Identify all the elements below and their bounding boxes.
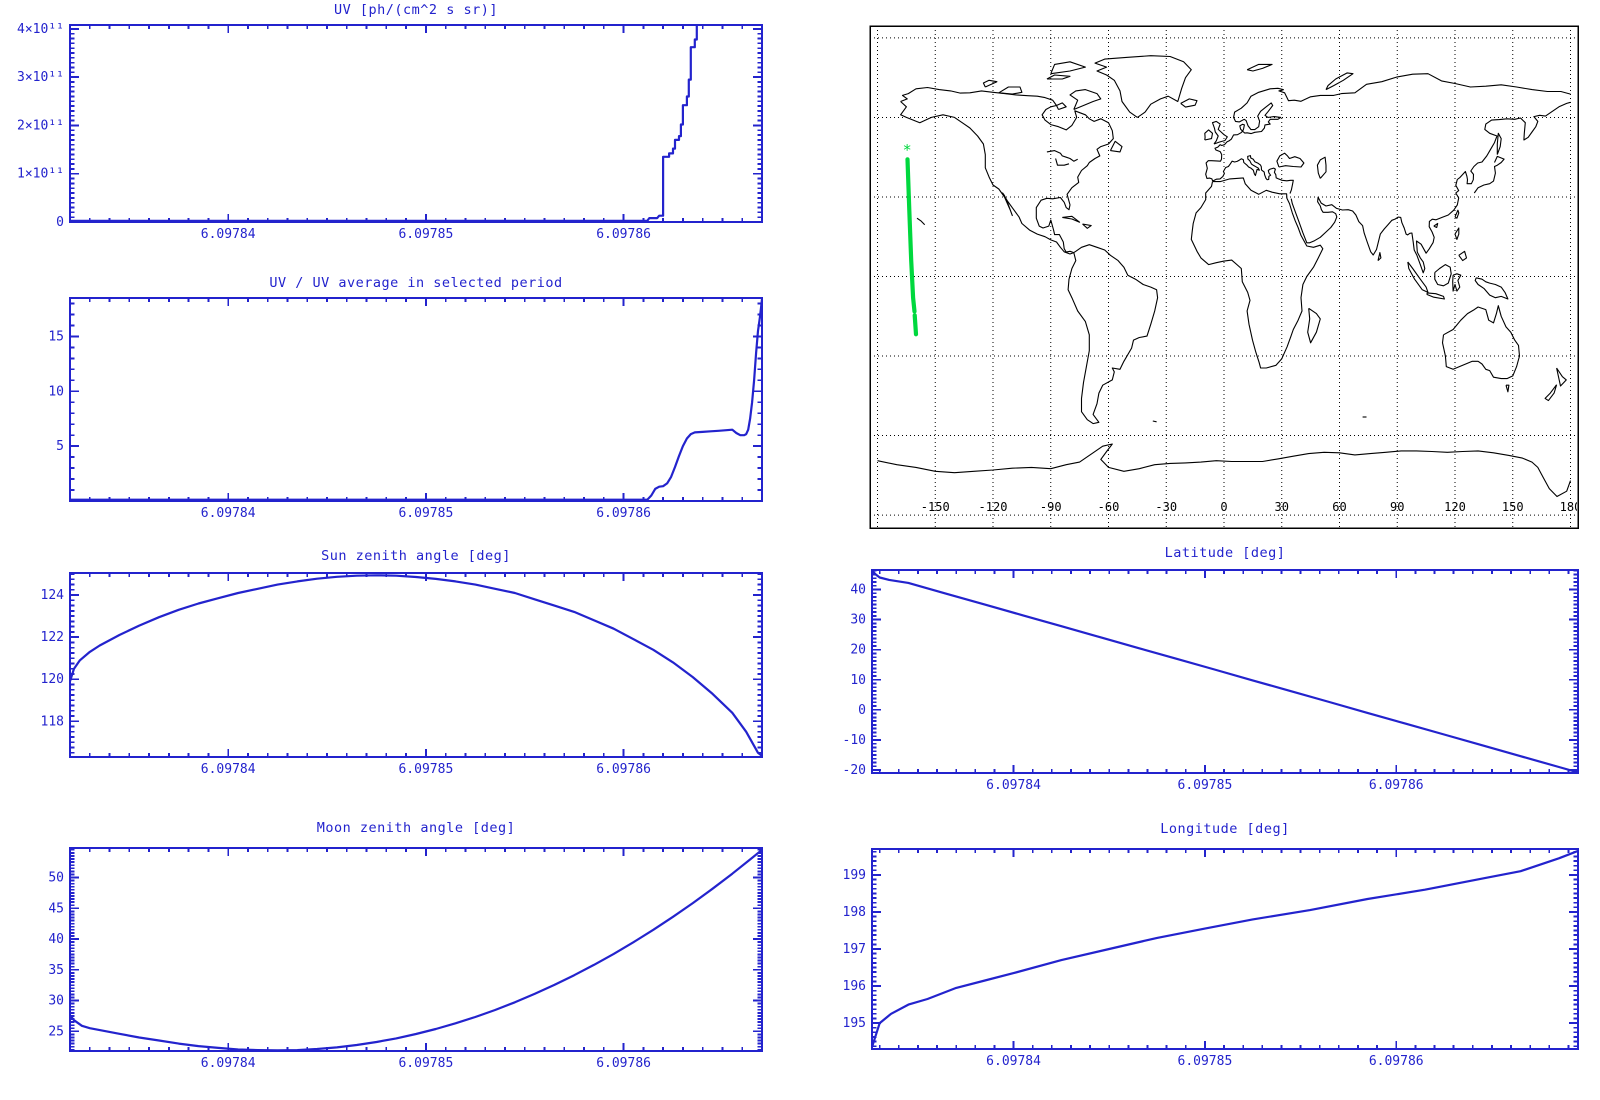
y-tick-label: 196 xyxy=(843,979,866,994)
x-tick-label: 6.09784 xyxy=(201,1056,256,1071)
map-x-tick-label: 90 xyxy=(1390,500,1404,514)
map-x-tick-label: 0 xyxy=(1220,500,1227,514)
map-x-tick-label: 60 xyxy=(1332,500,1346,514)
x-tick-label: 6.09785 xyxy=(1178,1054,1233,1069)
y-tick-label: 45 xyxy=(48,901,64,916)
map-x-labels: -150 -120 -90 -60 -30 0 30 60 90 120 150 180 xyxy=(921,500,1582,514)
y-tick-label: 1×10¹¹ xyxy=(17,167,64,182)
x-tick-label: 6.09786 xyxy=(596,1056,651,1071)
x-tick-label: 6.09784 xyxy=(201,506,256,521)
y-tick-label: -10 xyxy=(843,733,866,748)
ratio-chart-title: UV / UV average in selected period xyxy=(269,275,563,291)
series-line xyxy=(71,849,761,1050)
y-tick-label: 197 xyxy=(843,942,866,957)
map-x-tick-label: -30 xyxy=(1155,500,1177,514)
series-line xyxy=(71,574,761,756)
y-tick-label: 195 xyxy=(843,1016,866,1031)
y-tick-label: 50 xyxy=(48,871,64,886)
y-tick-label: 10 xyxy=(850,673,866,688)
y-tick-label: 40 xyxy=(850,583,866,598)
ground-track-line xyxy=(912,313,919,337)
x-tick-label: 6.09784 xyxy=(986,1054,1041,1069)
track-start-marker: * xyxy=(903,141,912,159)
y-tick-label: 10 xyxy=(48,384,64,399)
y-tick-label: 118 xyxy=(41,714,64,729)
x-tick-label: 6.09786 xyxy=(596,762,651,777)
longitude-chart-title: Longitude [deg] xyxy=(1160,821,1290,837)
y-tick-label: 122 xyxy=(41,630,64,645)
ground-track-line xyxy=(905,157,917,314)
map-x-tick-label: -120 xyxy=(979,500,1008,514)
x-tick-label: 6.09785 xyxy=(398,506,453,521)
x-tick-label: 6.09784 xyxy=(986,778,1041,793)
series-line xyxy=(873,571,1577,772)
y-tick-label: 30 xyxy=(850,613,866,628)
series-line xyxy=(873,850,1577,1048)
y-tick-label: 124 xyxy=(41,588,65,603)
map-x-tick-label: -60 xyxy=(1098,500,1120,514)
x-tick-label: 6.09786 xyxy=(1369,778,1424,793)
x-tick-label: 6.09785 xyxy=(1178,778,1233,793)
coastlines xyxy=(877,55,1572,498)
y-tick-label: 0 xyxy=(56,215,64,230)
map-x-tick-label: 30 xyxy=(1275,500,1289,514)
sun-zenith-chart-title: Sun zenith angle [deg] xyxy=(321,548,511,564)
y-tick-label: -20 xyxy=(843,763,866,778)
map-x-tick-label: 120 xyxy=(1444,500,1466,514)
map-x-tick-label: 150 xyxy=(1502,500,1524,514)
y-tick-label: 4×10¹¹ xyxy=(17,22,64,37)
y-tick-label: 120 xyxy=(41,672,64,687)
y-tick-label: 198 xyxy=(843,905,866,920)
y-tick-label: 35 xyxy=(48,963,64,978)
chart-latitude: 6.09784 6.09785 6.09786 -20 -10 0 10 20 30 40 xyxy=(843,569,1579,793)
x-tick-label: 6.09784 xyxy=(201,762,256,777)
chart-longitude: 6.09784 6.09785 6.09786 195 196 197 198 199 xyxy=(843,848,1579,1069)
y-tick-label: 3×10¹¹ xyxy=(17,70,64,85)
y-tick-label: 30 xyxy=(48,994,64,1009)
map-x-tick-label: 180 xyxy=(1560,500,1582,514)
series-line xyxy=(71,299,761,500)
x-tick-label: 6.09785 xyxy=(398,762,453,777)
latitude-chart-title: Latitude [deg] xyxy=(1164,545,1286,561)
map-frame xyxy=(869,25,1579,529)
x-tick-label: 6.09784 xyxy=(201,227,256,242)
world-map: * -150 -120 -90 -60 -30 0 30 60 90 120 150 180 xyxy=(869,25,1582,529)
map-x-tick-label: -150 xyxy=(921,500,950,514)
x-tick-label: 6.09785 xyxy=(398,1056,453,1071)
chart-moon_zenith: 6.09784 6.09785 6.09786 25 30 35 40 45 50 xyxy=(48,847,763,1071)
x-tick-label: 6.09785 xyxy=(398,227,453,242)
map-graticule xyxy=(871,27,1577,527)
chart-sun_zenith: 6.09784 6.09785 6.09786 118 120 122 124 xyxy=(41,572,763,777)
uv-chart-title: UV [ph/(cm^2 s sr)] xyxy=(334,2,498,18)
series-line xyxy=(71,26,698,221)
y-tick-label: 5 xyxy=(56,439,64,454)
chart-uv: 6.09784 6.09785 6.09786 0 1×10¹¹ 2×10¹¹ 3×10¹¹… xyxy=(17,22,763,242)
y-tick-label: 0 xyxy=(858,703,866,718)
y-tick-label: 25 xyxy=(48,1024,64,1039)
x-tick-label: 6.09786 xyxy=(596,227,651,242)
y-tick-label: 40 xyxy=(48,932,64,947)
map-x-tick-label: -90 xyxy=(1040,500,1062,514)
x-tick-label: 6.09786 xyxy=(596,506,651,521)
y-tick-label: 15 xyxy=(48,329,64,344)
moon-zenith-chart-title: Moon zenith angle [deg] xyxy=(316,820,516,836)
x-tick-label: 6.09786 xyxy=(1369,1054,1424,1069)
y-tick-label: 2×10¹¹ xyxy=(17,118,64,133)
y-tick-label: 199 xyxy=(843,868,866,883)
chart-ratio: 6.09784 6.09785 6.09786 5 10 15 xyxy=(48,297,763,521)
y-tick-label: 20 xyxy=(850,643,866,658)
